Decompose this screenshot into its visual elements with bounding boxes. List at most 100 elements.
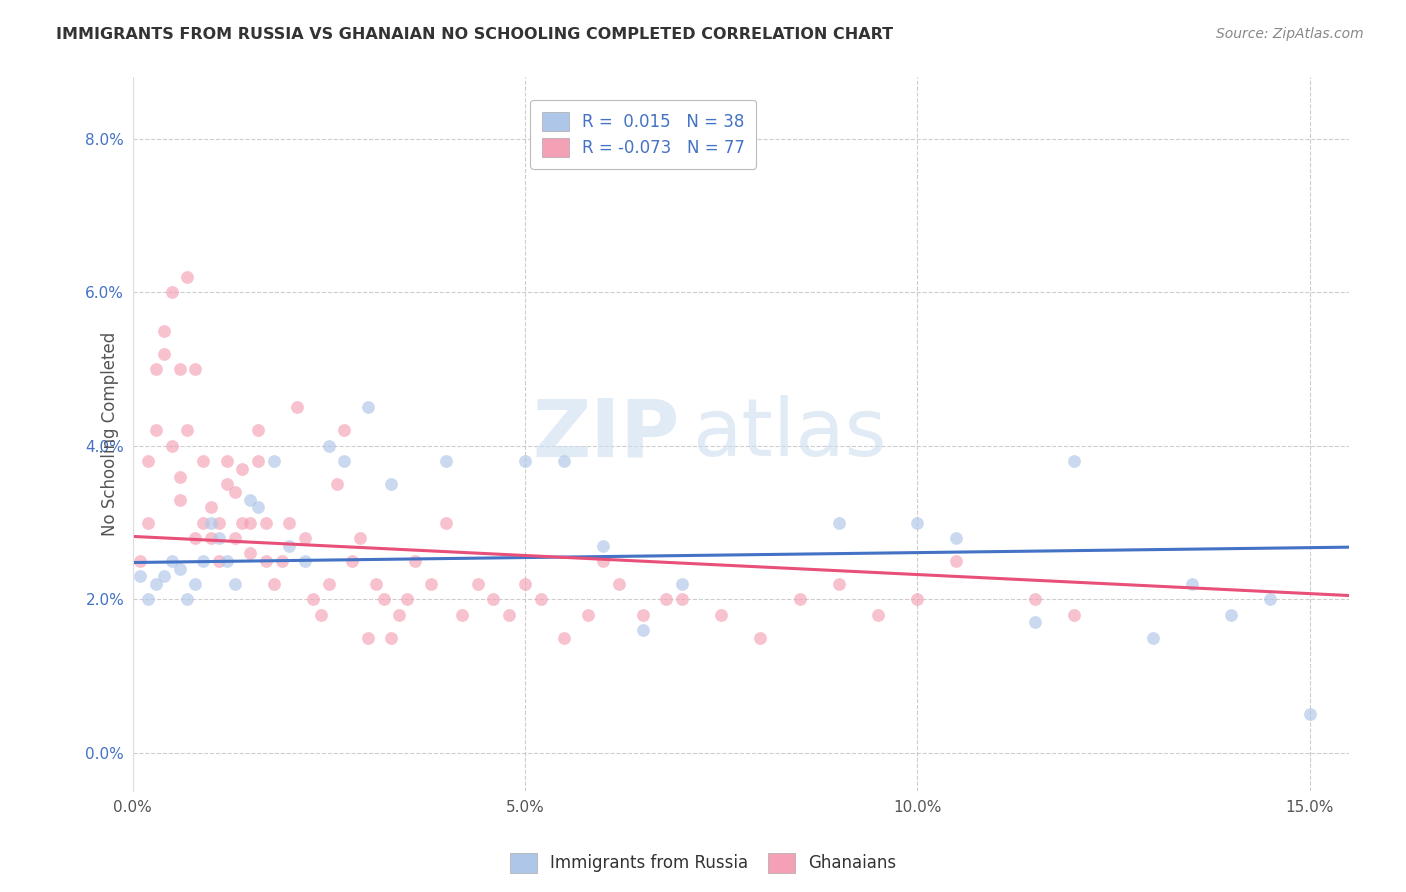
Point <box>1298 707 1320 722</box>
Point <box>945 554 967 568</box>
Point <box>200 500 222 515</box>
Point <box>318 577 340 591</box>
Point <box>278 516 301 530</box>
Point <box>184 577 207 591</box>
Point <box>318 439 340 453</box>
Point <box>247 500 270 515</box>
Point <box>224 484 246 499</box>
Point <box>592 554 614 568</box>
Point <box>294 554 316 568</box>
Point <box>404 554 426 568</box>
Point <box>396 592 419 607</box>
Point <box>239 546 262 560</box>
Point <box>905 516 928 530</box>
Point <box>285 401 308 415</box>
Point <box>215 554 238 568</box>
Point <box>553 631 575 645</box>
Point <box>176 424 198 438</box>
Point <box>145 362 167 376</box>
Point <box>200 531 222 545</box>
Point <box>136 592 159 607</box>
Point <box>160 439 183 453</box>
Point <box>357 631 380 645</box>
Point <box>342 554 364 568</box>
Legend: Immigrants from Russia, Ghanaians: Immigrants from Russia, Ghanaians <box>503 847 903 880</box>
Point <box>247 424 270 438</box>
Point <box>655 592 678 607</box>
Point <box>184 531 207 545</box>
Point <box>749 631 772 645</box>
Point <box>1260 592 1282 607</box>
Point <box>631 607 654 622</box>
Point <box>576 607 599 622</box>
Point <box>270 554 292 568</box>
Point <box>231 462 253 476</box>
Point <box>176 592 198 607</box>
Point <box>254 516 277 530</box>
Point <box>208 516 231 530</box>
Point <box>388 607 411 622</box>
Point <box>325 477 347 491</box>
Point <box>153 347 176 361</box>
Point <box>1024 592 1046 607</box>
Point <box>176 270 198 285</box>
Point <box>160 285 183 300</box>
Point <box>380 477 402 491</box>
Point <box>905 592 928 607</box>
Point <box>309 607 332 622</box>
Point <box>866 607 889 622</box>
Point <box>333 424 356 438</box>
Point <box>710 607 733 622</box>
Text: Source: ZipAtlas.com: Source: ZipAtlas.com <box>1216 27 1364 41</box>
Point <box>169 362 191 376</box>
Text: atlas: atlas <box>692 395 886 474</box>
Point <box>224 577 246 591</box>
Point <box>349 531 371 545</box>
Point <box>380 631 402 645</box>
Point <box>184 362 207 376</box>
Point <box>828 516 851 530</box>
Point <box>136 516 159 530</box>
Point <box>191 516 214 530</box>
Point <box>239 516 262 530</box>
Point <box>145 424 167 438</box>
Point <box>169 561 191 575</box>
Point <box>129 554 152 568</box>
Point <box>498 607 520 622</box>
Point <box>1142 631 1164 645</box>
Point <box>215 477 238 491</box>
Point <box>828 577 851 591</box>
Point <box>607 577 630 591</box>
Point <box>945 531 967 545</box>
Point <box>467 577 489 591</box>
Point <box>208 531 231 545</box>
Point <box>254 554 277 568</box>
Point <box>160 554 183 568</box>
Point <box>1220 607 1243 622</box>
Point <box>513 577 536 591</box>
Point <box>333 454 356 468</box>
Point <box>434 454 457 468</box>
Point <box>208 554 231 568</box>
Point <box>592 539 614 553</box>
Point <box>145 577 167 591</box>
Point <box>169 469 191 483</box>
Point <box>631 623 654 637</box>
Point <box>191 454 214 468</box>
Point <box>200 516 222 530</box>
Point <box>153 324 176 338</box>
Point <box>247 454 270 468</box>
Legend: R =  0.015   N = 38, R = -0.073   N = 77: R = 0.015 N = 38, R = -0.073 N = 77 <box>530 100 756 169</box>
Point <box>294 531 316 545</box>
Point <box>169 492 191 507</box>
Point <box>451 607 474 622</box>
Point <box>231 516 253 530</box>
Point <box>1024 615 1046 630</box>
Point <box>789 592 811 607</box>
Point <box>302 592 325 607</box>
Point <box>136 454 159 468</box>
Point <box>671 577 693 591</box>
Point <box>373 592 395 607</box>
Point <box>278 539 301 553</box>
Point <box>224 531 246 545</box>
